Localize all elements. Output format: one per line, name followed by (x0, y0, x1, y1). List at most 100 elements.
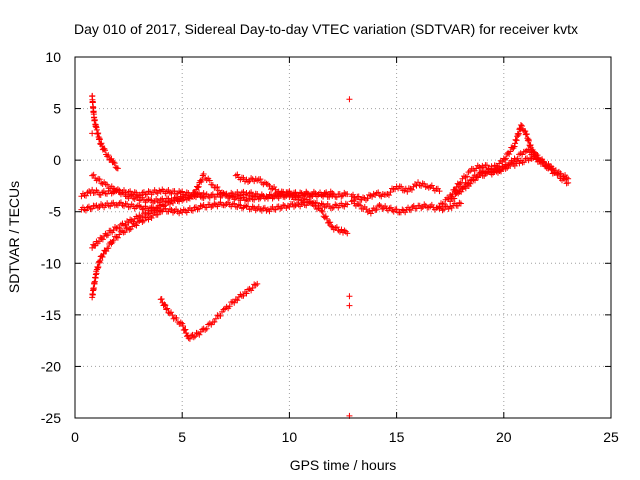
data-point (243, 290, 250, 297)
data-point (512, 140, 519, 147)
data-point (128, 192, 135, 199)
data-point (163, 306, 170, 313)
series-trace-3 (89, 170, 336, 206)
data-point (333, 224, 340, 231)
data-point (249, 284, 256, 291)
data-point (472, 177, 479, 184)
data-point (192, 194, 199, 201)
data-point (522, 131, 529, 138)
data-point (132, 221, 139, 228)
y-tick-label: 0 (53, 152, 61, 168)
data-point (525, 137, 532, 144)
data-point (351, 194, 358, 201)
data-point (385, 192, 392, 199)
data-point (348, 193, 355, 200)
data-point (525, 136, 532, 143)
data-point (409, 203, 416, 210)
data-point (114, 186, 121, 193)
y-tick-label: -10 (41, 255, 61, 271)
data-point (206, 177, 213, 184)
data-point (161, 301, 168, 308)
series-trace-8 (157, 280, 261, 342)
data-point (100, 251, 107, 258)
data-point (214, 184, 221, 191)
data-point (240, 174, 247, 181)
data-point (517, 122, 524, 129)
data-point (502, 155, 509, 162)
data-point (280, 188, 287, 195)
data-point (114, 234, 121, 241)
data-point (389, 207, 396, 214)
data-point (344, 201, 351, 208)
data-point (521, 159, 528, 166)
outlier-point (346, 302, 353, 309)
data-point (166, 189, 173, 196)
outlier-point (346, 96, 353, 103)
data-point (200, 170, 207, 177)
data-point (169, 312, 176, 319)
data-point (165, 187, 172, 194)
data-point (344, 191, 351, 198)
data-point (338, 226, 345, 233)
data-point (195, 183, 202, 190)
data-point (327, 219, 334, 226)
data-point (451, 195, 458, 202)
data-point (513, 137, 520, 144)
data-point (341, 189, 348, 196)
data-point (180, 322, 187, 329)
data-point (483, 162, 490, 169)
data-point (136, 197, 143, 204)
data-point (176, 198, 183, 205)
data-point (465, 169, 472, 176)
data-point (137, 203, 144, 210)
data-point (272, 206, 279, 213)
data-point (252, 282, 259, 289)
y-tick-label: -25 (41, 410, 61, 426)
data-point (350, 191, 357, 198)
data-point (402, 209, 409, 216)
data-point (408, 186, 415, 193)
data-point (114, 165, 121, 172)
data-point (158, 296, 165, 303)
data-point (200, 190, 207, 197)
data-point (105, 245, 112, 252)
data-point (112, 224, 119, 231)
series-trace-7 (89, 92, 121, 172)
data-point (360, 194, 367, 201)
data-point (248, 175, 255, 182)
data-point (481, 172, 488, 179)
data-point (105, 231, 112, 238)
data-point (284, 190, 291, 197)
data-point (392, 186, 399, 193)
data-point (83, 192, 90, 199)
data-point (310, 199, 317, 206)
y-tick-label: 5 (53, 101, 61, 117)
data-point (192, 333, 199, 340)
data-point (164, 305, 171, 312)
data-point (464, 173, 471, 180)
data-point (211, 200, 218, 207)
data-point (254, 280, 261, 287)
data-point (522, 128, 529, 135)
data-point (196, 331, 203, 338)
series-trace-9 (348, 197, 464, 217)
data-point (339, 192, 346, 199)
data-point (257, 176, 264, 183)
data-point (333, 194, 340, 201)
y-tick-label: -20 (41, 358, 61, 374)
data-point (517, 126, 524, 133)
data-point (393, 206, 400, 213)
data-point (122, 221, 129, 228)
data-point (148, 214, 155, 221)
data-point (104, 153, 111, 160)
data-point (121, 189, 128, 196)
data-point (190, 334, 197, 341)
x-axis-label: GPS time / hours (290, 457, 397, 473)
data-point (355, 193, 362, 200)
data-point (134, 202, 141, 209)
data-point (319, 208, 326, 215)
data-point (419, 203, 426, 210)
data-point (214, 312, 221, 319)
data-point (140, 217, 147, 224)
data-point (156, 187, 163, 194)
